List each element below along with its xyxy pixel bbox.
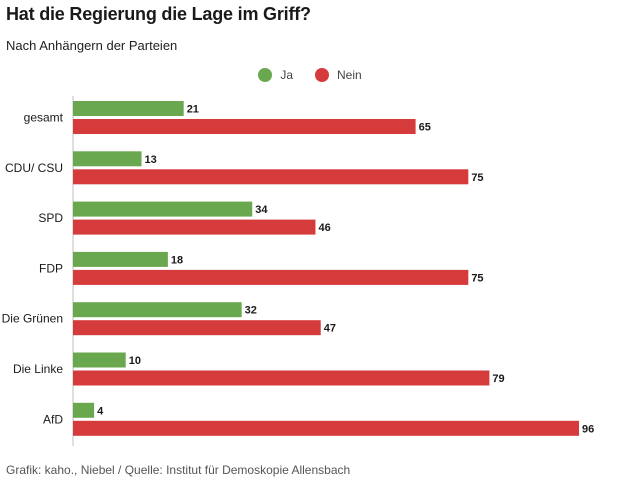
category-label: CDU/ CSU bbox=[5, 161, 63, 175]
category-label: gesamt bbox=[24, 111, 64, 125]
legend-swatch-ja bbox=[258, 68, 273, 82]
legend-item-ja[interactable]: Ja bbox=[258, 68, 293, 82]
data-label: 96 bbox=[582, 423, 594, 435]
bar-ja bbox=[73, 201, 253, 217]
data-label: 4 bbox=[97, 405, 104, 417]
data-label: 10 bbox=[129, 355, 141, 367]
data-label: 75 bbox=[471, 272, 483, 284]
bar-nein bbox=[73, 219, 316, 235]
data-label: 65 bbox=[419, 122, 431, 134]
bar-ja bbox=[73, 101, 184, 116]
source-credit: Grafik: kaho., Niebel / Quelle: Institut… bbox=[6, 463, 351, 477]
category-label: Die Grünen bbox=[2, 312, 63, 326]
legend-swatch-nein bbox=[315, 68, 329, 82]
legend-label-nein: Nein bbox=[337, 68, 362, 82]
bar-nein bbox=[73, 119, 416, 134]
chart-title: Hat die Regierung die Lage im Griff? bbox=[6, 4, 311, 24]
category-label: Die Linke bbox=[13, 362, 63, 376]
data-label: 46 bbox=[318, 222, 330, 234]
category-label: SPD bbox=[38, 211, 63, 225]
bar-nein bbox=[73, 320, 321, 336]
category-label: AfD bbox=[43, 412, 63, 426]
data-label: 18 bbox=[171, 254, 183, 266]
bar-nein bbox=[73, 269, 469, 285]
data-label: 47 bbox=[324, 323, 336, 335]
data-label: 79 bbox=[492, 373, 504, 385]
data-label: 34 bbox=[255, 204, 268, 216]
bar-nein bbox=[73, 169, 469, 185]
data-label: 13 bbox=[145, 154, 157, 166]
category-label: FDP bbox=[39, 261, 63, 275]
bar-ja bbox=[73, 151, 142, 167]
data-label: 21 bbox=[187, 104, 199, 116]
bar-ja bbox=[73, 352, 126, 368]
legend: Ja Nein bbox=[0, 68, 620, 82]
data-label: 32 bbox=[245, 305, 257, 317]
legend-label-ja: Ja bbox=[280, 68, 293, 82]
bar-nein bbox=[73, 370, 490, 386]
bar-nein bbox=[73, 420, 579, 436]
bar-ja bbox=[73, 402, 95, 418]
bar-ja bbox=[73, 251, 168, 267]
bar-ja bbox=[73, 302, 242, 318]
chart-subtitle: Nach Anhängern der Parteien bbox=[6, 38, 178, 53]
legend-item-nein[interactable]: Nein bbox=[315, 68, 362, 82]
data-label: 75 bbox=[471, 172, 483, 184]
